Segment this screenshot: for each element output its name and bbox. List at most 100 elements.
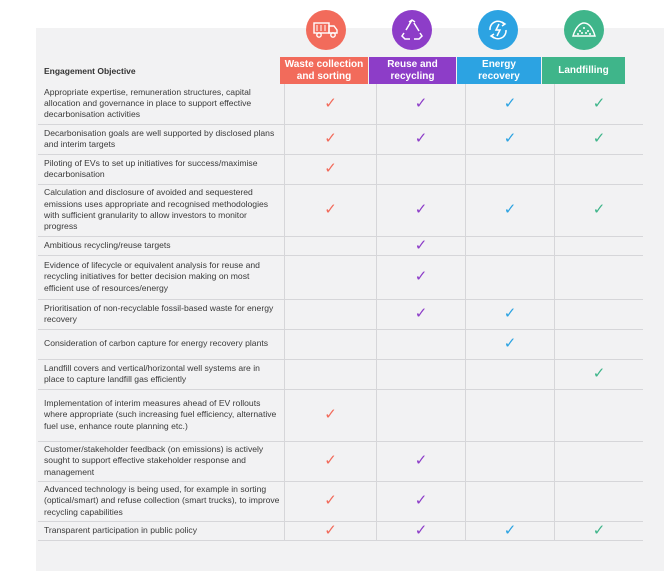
- check-cell: [554, 299, 643, 330]
- table-row: Consideration of carbon capture for ener…: [38, 329, 643, 360]
- checkmark-icon: ✓: [503, 334, 517, 352]
- table-row: Evidence of lifecycle or equivalent anal…: [38, 255, 643, 300]
- check-cell: ✓: [554, 124, 643, 155]
- check-cell: ✓: [376, 184, 466, 237]
- check-cell: [284, 299, 377, 330]
- checkmark-icon: ✓: [503, 93, 517, 112]
- check-cell: ✓: [284, 184, 377, 237]
- objective-cell: Implementation of interim measures ahead…: [38, 389, 285, 442]
- checkmark-icon: ✓: [324, 200, 337, 218]
- check-cell: ✓: [376, 441, 466, 482]
- landfilling-icon-badge: [564, 10, 604, 50]
- checkmark-icon: ✓: [414, 93, 428, 112]
- objective-cell: Consideration of carbon capture for ener…: [38, 329, 285, 360]
- checkmark-icon: ✓: [414, 520, 428, 539]
- check-cell: ✓: [284, 389, 377, 442]
- column-header-landfilling: Landfilling: [542, 57, 625, 84]
- table-row: Appropriate expertise, remuneration stru…: [38, 84, 643, 125]
- objective-cell: Landfill covers and vertical/horizontal …: [38, 359, 285, 390]
- check-cell: [376, 359, 466, 390]
- column-header-line: recycling: [390, 70, 435, 82]
- check-cell: [465, 236, 555, 256]
- check-cell: [376, 329, 466, 360]
- checkmark-icon: ✓: [414, 491, 428, 509]
- check-cell: ✓: [376, 84, 466, 125]
- check-cell: ✓: [284, 520, 377, 541]
- objective-cell: Decarbonisation goals are well supported…: [38, 124, 285, 155]
- engagement-objective-heading: Engagement Objective: [44, 66, 136, 76]
- check-cell: ✓: [554, 84, 643, 125]
- objective-cell: Calculation and disclosure of avoided an…: [38, 184, 285, 237]
- garbage-truck-icon: [313, 22, 338, 38]
- objective-cell: Advanced technology is being used, for e…: [38, 481, 285, 522]
- table-row: Ambitious recycling/reuse targets ✓: [38, 236, 643, 256]
- objective-cell: Evidence of lifecycle or equivalent anal…: [38, 255, 285, 300]
- column-header-energy-recovery: Energy recovery: [457, 57, 541, 84]
- checkmark-icon: ✓: [324, 520, 337, 539]
- check-cell: ✓: [376, 255, 466, 300]
- check-cell: ✓: [465, 520, 555, 541]
- check-cell: ✓: [376, 236, 466, 256]
- checkmark-icon: ✓: [324, 405, 337, 423]
- checkmark-icon: ✓: [324, 129, 337, 147]
- checkmark-icon: ✓: [324, 159, 337, 177]
- column-header-line: Reuse and: [387, 58, 438, 70]
- check-cell: [284, 359, 377, 390]
- table-row: Piloting of EVs to set up initiatives fo…: [38, 154, 643, 185]
- checkmark-icon: ✓: [414, 304, 428, 322]
- objective-cell: Customer/stakeholder feedback (on emissi…: [38, 441, 285, 482]
- check-cell: [554, 255, 643, 300]
- energy-recovery-icon-badge: [478, 10, 518, 50]
- table-row: Implementation of interim measures ahead…: [38, 389, 643, 442]
- check-cell: ✓: [465, 329, 555, 360]
- checkmark-icon: ✓: [592, 520, 606, 539]
- table-row: Advanced technology is being used, for e…: [38, 481, 643, 522]
- table-row: Transparent participation in public poli…: [38, 520, 643, 541]
- checkmark-icon: ✓: [414, 200, 428, 218]
- check-cell: [465, 389, 555, 442]
- check-cell: ✓: [465, 184, 555, 237]
- checkmark-icon: ✓: [592, 129, 606, 147]
- column-header-line: and sorting: [296, 70, 352, 82]
- checkmark-icon: ✓: [324, 451, 337, 469]
- checkmark-icon: ✓: [503, 304, 517, 322]
- waste-collection-icon-badge: [306, 10, 346, 50]
- check-cell: [376, 154, 466, 185]
- checkmark-icon: ✓: [324, 93, 337, 112]
- table-row: Prioritisation of non-recyclable fossil-…: [38, 299, 643, 330]
- check-cell: ✓: [284, 84, 377, 125]
- objective-cell: Piloting of EVs to set up initiatives fo…: [38, 154, 285, 185]
- checkmark-icon: ✓: [414, 267, 428, 285]
- checkmark-icon: ✓: [414, 129, 428, 147]
- check-cell: ✓: [465, 299, 555, 330]
- table-row: Decarbonisation goals are well supported…: [38, 124, 643, 155]
- check-cell: [284, 329, 377, 360]
- check-cell: [465, 255, 555, 300]
- checkmark-icon: ✓: [414, 451, 428, 469]
- check-cell: [465, 154, 555, 185]
- check-cell: ✓: [554, 520, 643, 541]
- check-cell: ✓: [284, 441, 377, 482]
- column-header-line: Energy: [482, 58, 516, 70]
- table-row: Customer/stakeholder feedback (on emissi…: [38, 441, 643, 482]
- column-header-reuse-recycling: Reuse and recycling: [369, 57, 456, 84]
- check-cell: ✓: [376, 124, 466, 155]
- checkmark-icon: ✓: [503, 129, 517, 147]
- engagement-table: Appropriate expertise, remuneration stru…: [38, 84, 643, 541]
- check-cell: ✓: [284, 154, 377, 185]
- checkmark-icon: ✓: [592, 200, 606, 218]
- recycle-icon: [401, 19, 423, 40]
- check-cell: ✓: [465, 84, 555, 125]
- check-cell: [465, 481, 555, 522]
- check-cell: [554, 389, 643, 442]
- check-cell: [554, 481, 643, 522]
- check-cell: [465, 359, 555, 390]
- table-row: Landfill covers and vertical/horizontal …: [38, 359, 643, 390]
- check-cell: ✓: [554, 184, 643, 237]
- check-cell: ✓: [376, 299, 466, 330]
- check-cell: ✓: [284, 481, 377, 522]
- table-row: Calculation and disclosure of avoided an…: [38, 184, 643, 237]
- column-header-line: Landfilling: [558, 64, 609, 76]
- checkmark-icon: ✓: [503, 520, 517, 539]
- check-cell: [554, 441, 643, 482]
